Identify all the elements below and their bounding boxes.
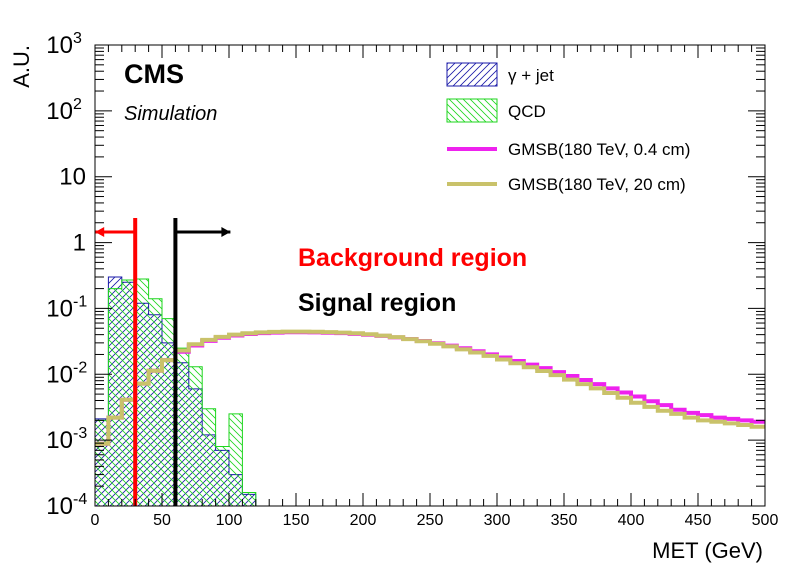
x-tick-label: 400 — [618, 512, 645, 529]
qcd-bin-4 — [148, 298, 162, 506]
qcd-bin-5 — [162, 318, 176, 506]
y-tick-label: 10 — [46, 295, 73, 322]
y-tick-label-exponent: -1 — [73, 293, 87, 310]
gmsb-180-tev-20-cm-line — [95, 329, 765, 446]
qcd-bin-9 — [215, 446, 229, 506]
x-tick-label: 250 — [417, 512, 444, 529]
x-tick-label: 100 — [216, 512, 243, 529]
annotation-signal-region: Signal region — [298, 289, 456, 317]
qcd-bin-3 — [135, 278, 149, 506]
y-tick-label: 10 — [46, 32, 73, 59]
legend: γ + jet QCD GMSB(180 TeV, 0.4 cm) GMSB(1… — [446, 62, 690, 194]
cms-sublabel: Simulation — [124, 103, 217, 125]
qcd-bin-10 — [229, 413, 243, 506]
qcd-bin-1 — [108, 288, 122, 506]
y-tick-label-exponent: -4 — [73, 491, 87, 508]
y-tick-label: 10 — [46, 493, 73, 520]
cms-label: CMS — [124, 59, 184, 89]
y-tick-label: 10 — [46, 98, 73, 125]
qcd-bin-11 — [242, 492, 256, 506]
histogram-layer — [95, 276, 765, 506]
y-tick-label-exponent: -3 — [73, 425, 87, 442]
x-tick-label: 500 — [752, 512, 779, 529]
x-tick-label: 300 — [484, 512, 511, 529]
y-tick-label: 1 — [73, 230, 86, 257]
y-axis-label: A.U. — [9, 45, 34, 88]
x-axis-label: MET (GeV) — [652, 538, 763, 563]
signal-region-cut-arrow-head — [221, 227, 231, 237]
y-tick-label-exponent: 3 — [73, 30, 82, 47]
qcd-bin-6 — [175, 348, 189, 506]
legend-label-gmsb-20cm: GMSB(180 TeV, 20 cm) — [508, 175, 686, 194]
legend-swatch-qcd — [446, 98, 498, 123]
x-tick-label: 150 — [283, 512, 310, 529]
y-tick-label: 10 — [59, 164, 86, 191]
legend-swatch-gamma-jet — [446, 62, 498, 87]
y-tick-label-exponent: 2 — [73, 96, 82, 113]
cut-lines-layer — [95, 218, 231, 506]
background-region-cut-arrow-head — [95, 227, 105, 237]
qcd-bin-7 — [188, 366, 203, 506]
y-tick-label-exponent: -2 — [73, 359, 87, 376]
y-tick-label: 10 — [46, 361, 73, 388]
legend-label-gamma-jet: γ + jet — [508, 66, 554, 85]
x-tick-label: 200 — [350, 512, 377, 529]
x-tick-label: 50 — [153, 512, 171, 529]
legend-label-gmsb-04cm: GMSB(180 TeV, 0.4 cm) — [508, 140, 690, 159]
qcd-bin-2 — [121, 280, 136, 506]
legend-label-qcd: QCD — [508, 102, 546, 121]
qcd-bin-8 — [202, 408, 216, 506]
axes-layer: 0 50 100 150 200 250 300 350 400 450 50010-410-310… — [46, 30, 778, 529]
x-tick-label: 350 — [551, 512, 578, 529]
y-tick-label: 10 — [46, 427, 73, 454]
qcd-bin-0 — [95, 420, 109, 506]
annotation-background-region: Background region — [298, 244, 527, 272]
x-tick-label: 450 — [685, 512, 712, 529]
x-tick-label: 0 — [91, 512, 100, 529]
